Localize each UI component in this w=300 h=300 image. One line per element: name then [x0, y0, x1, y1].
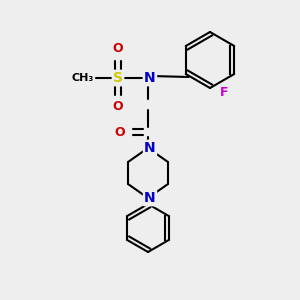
- Text: O: O: [115, 125, 125, 139]
- Text: N: N: [144, 71, 156, 85]
- Text: N: N: [144, 141, 156, 155]
- Text: O: O: [113, 100, 123, 113]
- Text: F: F: [220, 85, 228, 98]
- Text: N: N: [144, 191, 156, 205]
- Text: O: O: [113, 43, 123, 56]
- Text: S: S: [113, 71, 123, 85]
- Text: CH₃: CH₃: [72, 73, 94, 83]
